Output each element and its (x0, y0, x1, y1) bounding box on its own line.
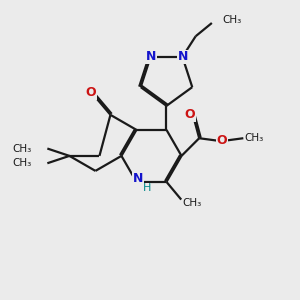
Text: CH₃: CH₃ (245, 133, 264, 143)
Text: N: N (178, 50, 188, 63)
Text: CH₃: CH₃ (222, 15, 242, 25)
Text: O: O (184, 108, 195, 121)
Text: N: N (146, 50, 156, 63)
Text: CH₃: CH₃ (183, 197, 202, 208)
Text: O: O (85, 86, 96, 99)
Text: N: N (133, 172, 143, 185)
Text: CH₃: CH₃ (12, 143, 31, 154)
Text: H: H (142, 183, 151, 194)
Text: O: O (217, 134, 227, 147)
Text: CH₃: CH₃ (12, 158, 31, 168)
